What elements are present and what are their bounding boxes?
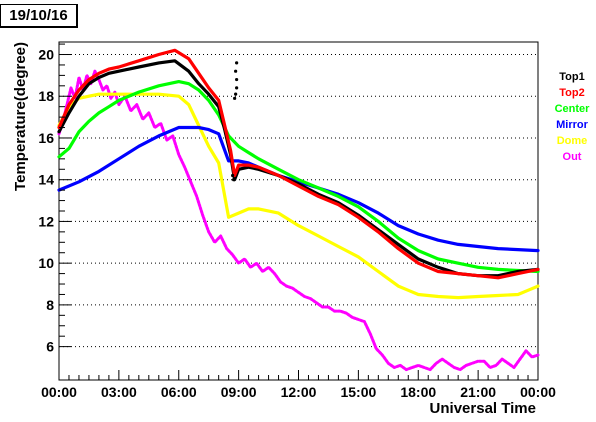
y-tick-label-5: 16	[38, 130, 54, 146]
extra-point	[235, 86, 239, 90]
x-tick-label-8: 00:00	[520, 384, 556, 400]
x-tick-label-2: 06:00	[161, 384, 197, 400]
y-axis-title: Temperature(degree)	[12, 42, 29, 191]
legend-item-center: Center	[555, 103, 591, 115]
x-tick-label-0: 00:00	[41, 384, 77, 400]
y-tick-label-2: 10	[38, 255, 54, 271]
extra-point	[235, 61, 239, 65]
x-tick-label-7: 21:00	[460, 384, 496, 400]
extra-point	[232, 178, 236, 182]
legend-item-out: Out	[563, 151, 582, 163]
y-tick-label-0: 6	[46, 339, 54, 355]
x-tick-label-1: 03:00	[101, 384, 137, 400]
series-line-top2	[57, 48, 540, 280]
extra-point	[234, 92, 238, 96]
plot-frame	[58, 41, 539, 381]
legend-item-mirror: Mirror	[556, 119, 589, 131]
series-line-dome	[57, 92, 540, 300]
y-axis: 6 8 10 12 14 16 18 20	[38, 43, 71, 355]
series-lines	[57, 48, 540, 372]
x-tick-label-5: 15:00	[340, 384, 376, 400]
y-tick-label-3: 12	[38, 213, 54, 229]
legend: Top1 Top2 Center Mirror Dome Out	[555, 71, 591, 163]
legend-item-top2: Top2	[559, 87, 584, 99]
x-axis: 00:00 03:00 06:00 09:00 12:00 15:00 18:00 21:00…	[41, 370, 556, 400]
extra-points	[231, 61, 239, 182]
x-tick-label-4: 12:00	[281, 384, 317, 400]
x-tick-label-3: 09:00	[221, 384, 257, 400]
legend-item-dome: Dome	[557, 135, 588, 147]
x-axis-title: Universal Time	[430, 400, 536, 417]
extra-point	[233, 96, 237, 100]
series-line-center	[57, 79, 540, 274]
legend-item-top1: Top1	[559, 71, 584, 83]
extra-point	[235, 77, 239, 82]
y-tick-label-1: 8	[46, 297, 54, 313]
extra-point	[231, 173, 235, 178]
date-label: 19/10/16	[0, 4, 78, 28]
x-tick-label-6: 18:00	[400, 384, 436, 400]
extra-point	[234, 69, 238, 73]
y-tick-label-6: 18	[38, 88, 54, 104]
y-tick-label-4: 14	[38, 172, 54, 188]
y-tick-label-7: 20	[38, 47, 54, 63]
